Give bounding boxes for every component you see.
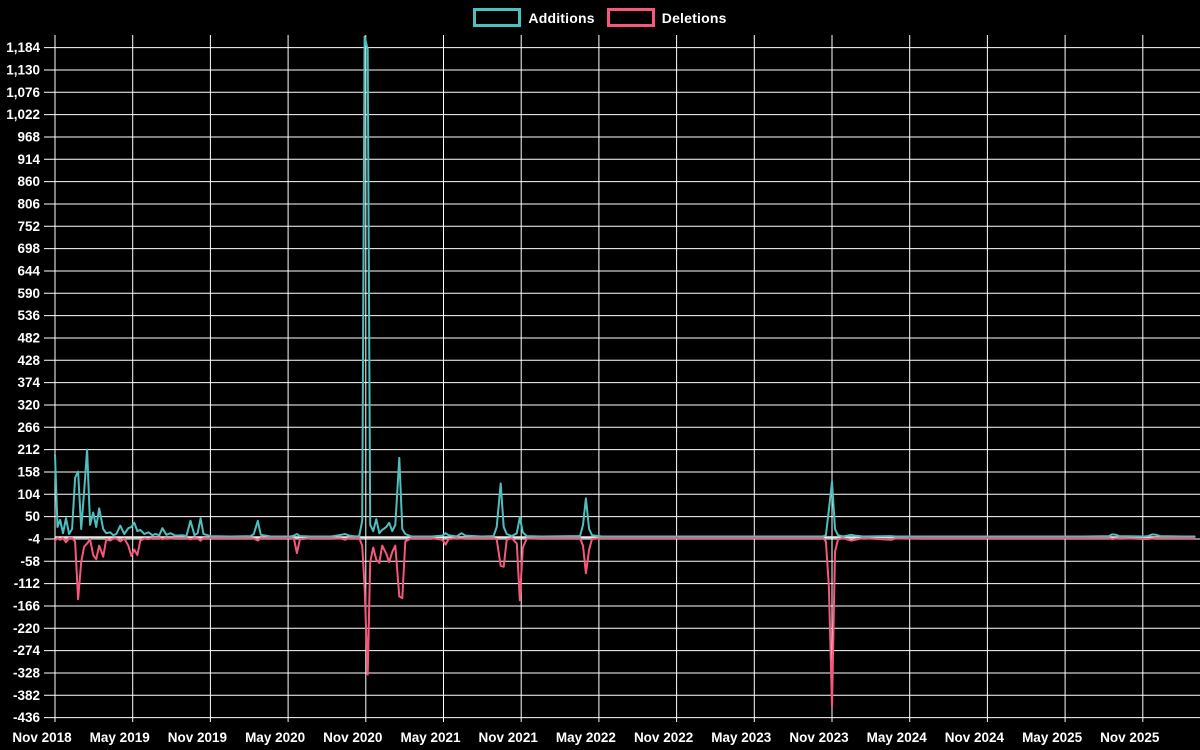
y-tick-label: 968 [17,129,40,144]
x-tick-label: Nov 2022 [634,730,693,745]
additions-swatch-icon [473,8,522,27]
x-tick-label: Nov 2024 [945,730,1005,745]
y-tick-label: 1,076 [6,85,40,100]
x-tick-label: Nov 2025 [1100,730,1160,745]
y-tick-label: 320 [17,397,40,412]
y-tick-label: 644 [17,263,40,278]
y-tick-label: 428 [17,353,40,368]
y-tick-label: 212 [17,442,40,457]
legend-label-additions: Additions [528,9,595,26]
y-tick-label: 1,022 [6,107,40,122]
x-tick-label: May 2020 [245,730,305,745]
y-tick-label: 590 [17,286,40,301]
y-tick-label: 536 [17,308,40,323]
y-tick-label: 1,184 [6,40,40,55]
y-tick-label: 104 [17,487,40,502]
y-tick-label: -274 [13,643,41,658]
y-tick-label: 374 [17,375,40,390]
y-tick-label: -166 [13,598,41,613]
x-tick-label: May 2024 [867,730,928,745]
legend-item-additions[interactable]: Additions [473,8,595,27]
y-tick-label: 50 [25,509,40,524]
y-tick-label: -220 [13,621,40,636]
y-tick-label: 698 [17,241,40,256]
y-tick-label: 266 [17,420,40,435]
x-tick-label: May 2019 [90,730,150,745]
x-tick-label: Nov 2023 [789,730,849,745]
x-tick-label: Nov 2019 [168,730,227,745]
y-tick-label: 806 [17,196,40,211]
y-tick-label: 1,130 [6,62,40,77]
deletions-swatch-icon [606,8,655,27]
y-tick-label: 860 [17,174,40,189]
y-tick-label: -382 [13,688,40,703]
x-tick-label: May 2022 [556,730,616,745]
x-tick-label: Nov 2021 [479,730,539,745]
legend-item-deletions[interactable]: Deletions [606,8,727,27]
chart-legend: Additions Deletions [0,8,1200,27]
y-tick-label: 752 [17,219,40,234]
y-tick-label: 158 [17,464,40,479]
y-tick-label: -112 [14,576,40,591]
deletions-line [54,537,1196,708]
x-tick-label: May 2023 [711,730,772,745]
y-tick-label: -4 [28,531,40,546]
x-tick-label: Nov 2020 [323,730,382,745]
legend-label-deletions: Deletions [661,9,727,26]
y-tick-label: 482 [17,330,40,345]
x-tick-label: May 2021 [400,730,461,745]
x-tick-label: May 2025 [1022,730,1083,745]
y-tick-label: -436 [13,710,41,725]
x-tick-label: Nov 2018 [12,730,72,745]
y-tick-label: -58 [20,554,40,569]
additions-line [54,35,1196,538]
y-tick-label: -328 [13,665,41,680]
y-tick-label: 914 [17,152,40,167]
